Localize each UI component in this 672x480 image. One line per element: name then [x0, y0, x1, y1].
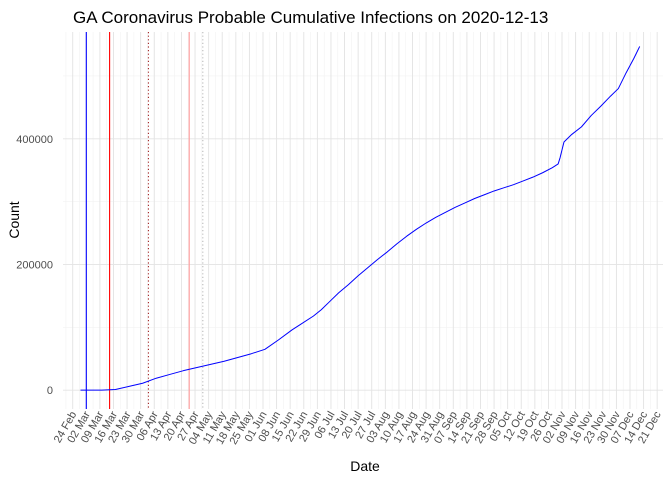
y-axis-ticks: 0 200000 400000: [16, 134, 53, 397]
major-gridlines: [63, 32, 663, 409]
series-line: [80, 46, 641, 391]
series-layer: [80, 46, 641, 391]
y-axis-title: Count: [6, 201, 22, 238]
reference-lines: [85, 32, 204, 409]
chart-title: GA Coronavirus Probable Cumulative Infec…: [73, 8, 548, 27]
y-tick-label: 0: [47, 385, 53, 397]
minor-gridlines: [63, 32, 663, 409]
x-axis-title: Date: [350, 458, 380, 474]
y-tick-label: 400000: [16, 134, 53, 146]
y-tick-label: 200000: [16, 259, 53, 271]
